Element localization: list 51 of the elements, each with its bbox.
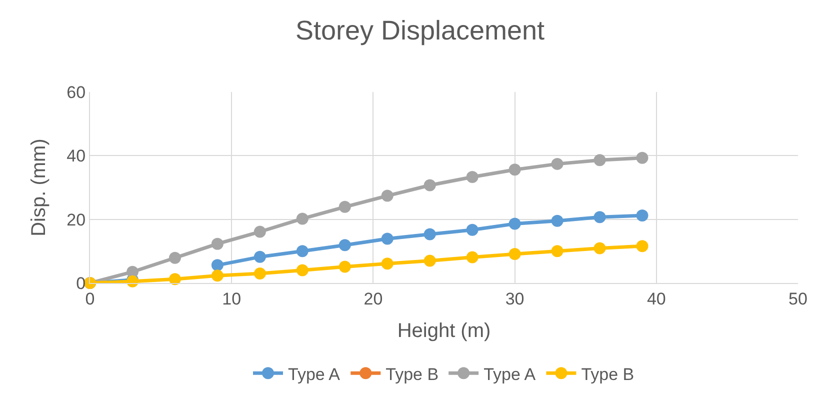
point [296,264,308,276]
point [466,251,478,264]
point [424,228,436,240]
legend-label: Type B [386,364,439,384]
point [424,254,436,267]
point [381,258,394,270]
legend-label: Type A [484,364,536,384]
x-tick-label: 20 [364,289,383,308]
point [254,267,266,280]
point [254,250,266,263]
point [551,214,564,227]
point [636,240,648,252]
point [636,210,648,222]
point [508,164,521,176]
point [296,212,308,225]
legend-label: Type A [288,364,341,384]
x-tick-label: 40 [646,289,666,308]
point [296,245,308,258]
point [168,273,181,286]
point [466,171,478,183]
point [254,226,266,238]
point [424,179,436,192]
point [551,158,564,170]
x-tick-label: 10 [222,289,242,308]
point [508,218,521,230]
chart-title: Storey Displacement [295,15,546,46]
point [381,232,394,245]
point [211,270,224,282]
point [636,152,648,164]
point [211,238,224,250]
point [338,200,351,213]
point [508,248,521,260]
point [551,245,564,258]
x-tick-label: 50 [788,289,808,308]
x-tick-label: 30 [505,289,524,308]
point [381,190,394,202]
point [466,224,478,236]
point [594,211,606,224]
point [168,252,181,264]
y-tick-label: 60 [66,82,86,102]
point [594,154,606,166]
point [338,239,351,252]
y-tick-label: 0 [76,274,86,293]
point [211,259,224,272]
legend-label: Type B [581,364,634,384]
y-axis-title: Disp. (mm) [28,138,50,236]
point [338,260,351,273]
point [594,242,606,254]
x-axis-title: Height (m) [397,320,491,342]
y-tick-label: 20 [66,210,86,230]
y-tick-label: 40 [66,146,86,166]
